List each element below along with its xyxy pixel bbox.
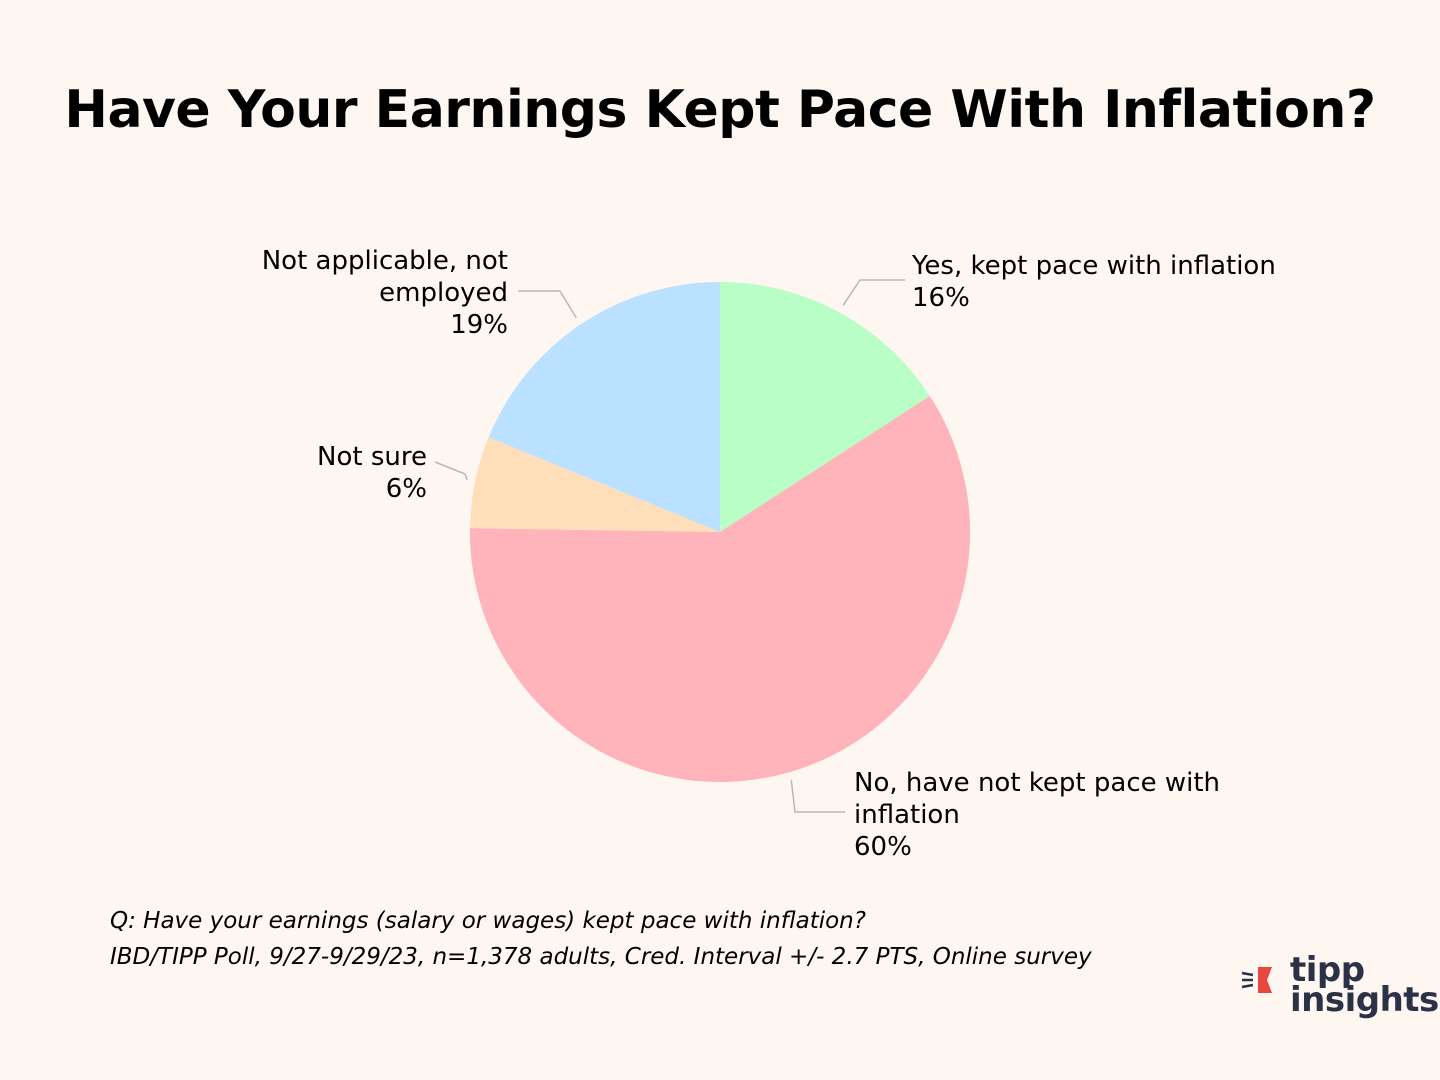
leader-line-yes [842,279,905,306]
logo-line-1: tipp [1290,950,1365,990]
pie-slice-not-applicable [488,282,720,532]
chart-title: Have Your Earnings Kept Pace With Inflat… [64,80,1376,140]
pie-slice-not-sure [470,437,720,532]
slice-label-yes-pct: 16% [912,283,970,313]
footnote-source: IBD/TIPP Poll, 9/27-9/29/23, n=1,378 adu… [110,944,1092,970]
slice-label-not-sure-pct: 6% [385,474,427,504]
tipp-insights-logo: tipp insights [1240,953,1439,1025]
tipp-insights-flag-icon [1241,967,1272,993]
slice-label-not-applicable-text: Not applicable, not employed [261,246,508,308]
leader-line-not-sure [434,461,468,481]
leader-lines [434,279,905,813]
leader-line-not-applicable [518,290,577,319]
logo-line-2: insights [1290,980,1439,1020]
pie-slice-no [470,395,970,782]
slice-label-no-text: No, have not kept pace with inflation [854,768,1221,830]
leader-line-no [790,779,845,813]
slice-label-yes-text: Yes, kept pace with inflation [912,251,1276,281]
slice-label-not-sure-text: Not sure [317,442,427,472]
footnote-question: Q: Have your earnings (salary or wages) … [110,908,866,934]
slice-label-no: No, have not kept pace with inflation 60… [854,767,1254,863]
pie-slices [470,282,970,782]
slice-label-not-applicable-pct: 19% [450,310,508,340]
slice-label-yes: Yes, kept pace with inflation 16% [912,250,1332,314]
slice-label-not-sure: Not sure 6% [227,441,427,505]
slice-label-not-applicable: Not applicable, not employed 19% [228,245,508,341]
slice-label-no-pct: 60% [854,832,912,862]
logo-wordmark: tipp insights [1290,950,1439,1020]
pie-slice-yes [720,282,930,532]
